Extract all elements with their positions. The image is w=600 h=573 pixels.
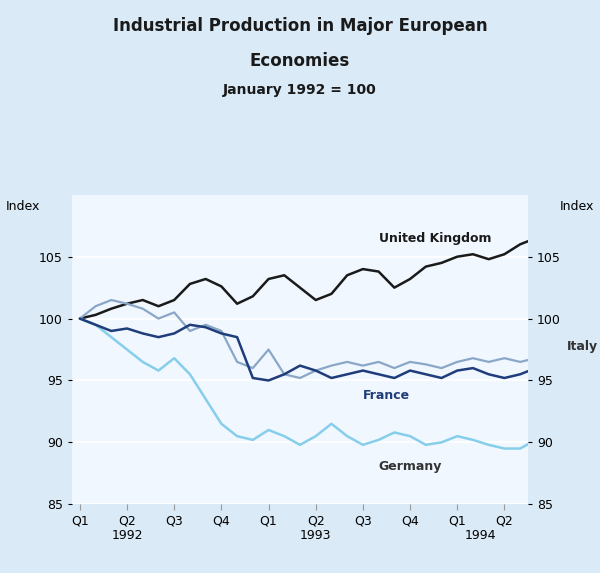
Text: Germany: Germany [379, 460, 442, 473]
Text: Economies: Economies [250, 52, 350, 69]
Text: January 1992 = 100: January 1992 = 100 [223, 83, 377, 97]
Text: 1992: 1992 [111, 529, 143, 542]
Text: Italy: Italy [568, 340, 598, 352]
Text: 1993: 1993 [300, 529, 331, 542]
Text: 1994: 1994 [465, 529, 497, 542]
Text: France: France [363, 389, 410, 402]
Text: Index: Index [6, 200, 40, 213]
Text: Industrial Production in Major European: Industrial Production in Major European [113, 17, 487, 35]
Text: Index: Index [560, 200, 594, 213]
Text: United Kingdom: United Kingdom [379, 232, 491, 245]
